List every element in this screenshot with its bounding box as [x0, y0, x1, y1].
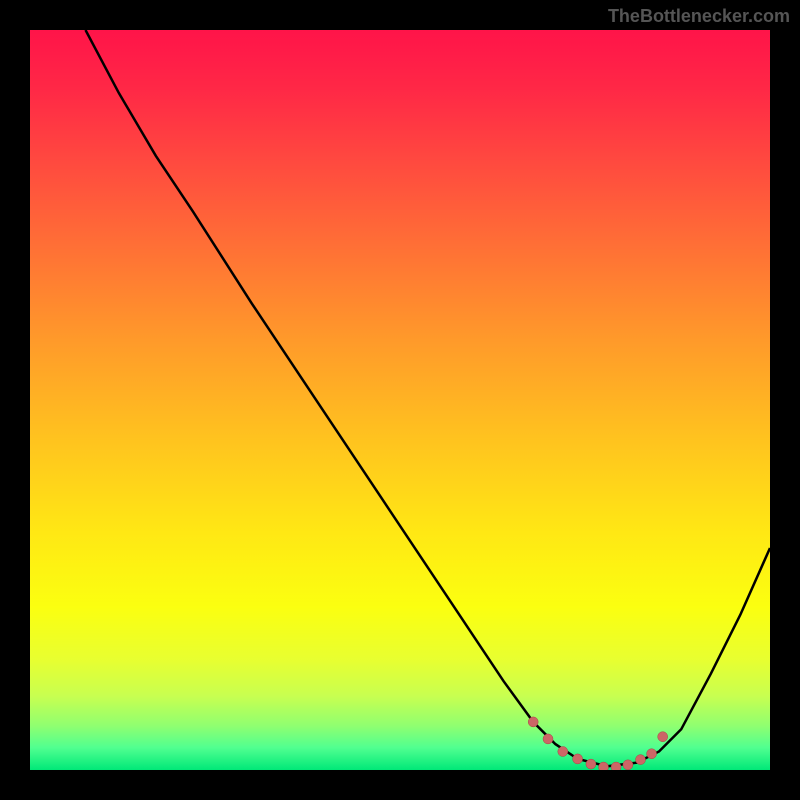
marker-dot — [599, 762, 609, 770]
curve-overlay — [30, 30, 770, 770]
marker-dot — [573, 754, 583, 764]
marker-dot — [647, 749, 657, 759]
marker-dot — [543, 734, 553, 744]
bottleneck-curve — [86, 30, 771, 766]
marker-dot — [658, 732, 668, 742]
marker-dot — [636, 755, 646, 765]
marker-dots — [528, 717, 668, 770]
marker-dot — [586, 759, 596, 769]
marker-dot — [558, 747, 568, 757]
marker-dot — [611, 762, 621, 770]
marker-dot — [623, 760, 633, 770]
watermark-text: TheBottlenecker.com — [608, 6, 790, 27]
chart-area — [30, 30, 770, 770]
marker-dot — [528, 717, 538, 727]
